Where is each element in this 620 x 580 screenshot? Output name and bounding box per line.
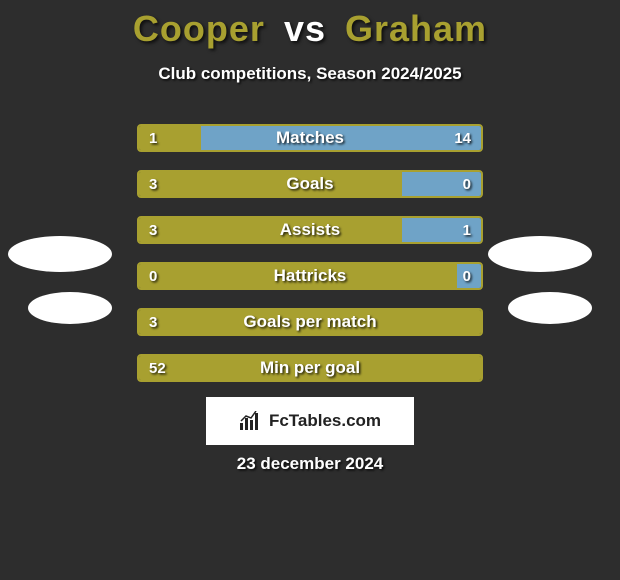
stat-bar-left [139,264,457,288]
player2-name: Graham [345,8,487,49]
stat-row: Assists31 [137,216,483,244]
stat-bar-track [137,354,483,382]
date-text: 23 december 2024 [0,454,620,474]
stats-bars: Matches114 Goals30 Assists31 Hattricks00 Goa… [137,124,483,400]
club-logo-icon [28,292,112,324]
stat-bar-left [139,310,481,334]
stat-row: Min per goal52 [137,354,483,382]
club-logo-icon [508,292,592,324]
vs-text: vs [284,8,326,49]
stat-bar-track [137,124,483,152]
stat-row: Goals per match3 [137,308,483,336]
stat-bar-track [137,170,483,198]
stat-row: Hattricks00 [137,262,483,290]
stat-bar-left [139,172,402,196]
attribution-badge: FcTables.com [206,397,414,445]
page-title: Cooper vs Graham [0,0,620,50]
stat-bar-right [457,264,481,288]
stat-bar-track [137,308,483,336]
stat-bar-right [402,172,481,196]
stat-bar-right [402,218,481,242]
subtitle: Club competitions, Season 2024/2025 [0,64,620,84]
stat-bar-left [139,218,402,242]
stat-row: Goals30 [137,170,483,198]
stat-row: Matches114 [137,124,483,152]
stat-bar-right [201,126,481,150]
stat-bar-left [139,126,201,150]
attribution-text: FcTables.com [269,411,381,431]
stat-bar-track [137,262,483,290]
chart-icon [239,411,263,431]
stat-bar-left [139,356,481,380]
player1-name: Cooper [133,8,265,49]
stat-bar-track [137,216,483,244]
club-logo-icon [8,236,112,272]
club-logo-icon [488,236,592,272]
